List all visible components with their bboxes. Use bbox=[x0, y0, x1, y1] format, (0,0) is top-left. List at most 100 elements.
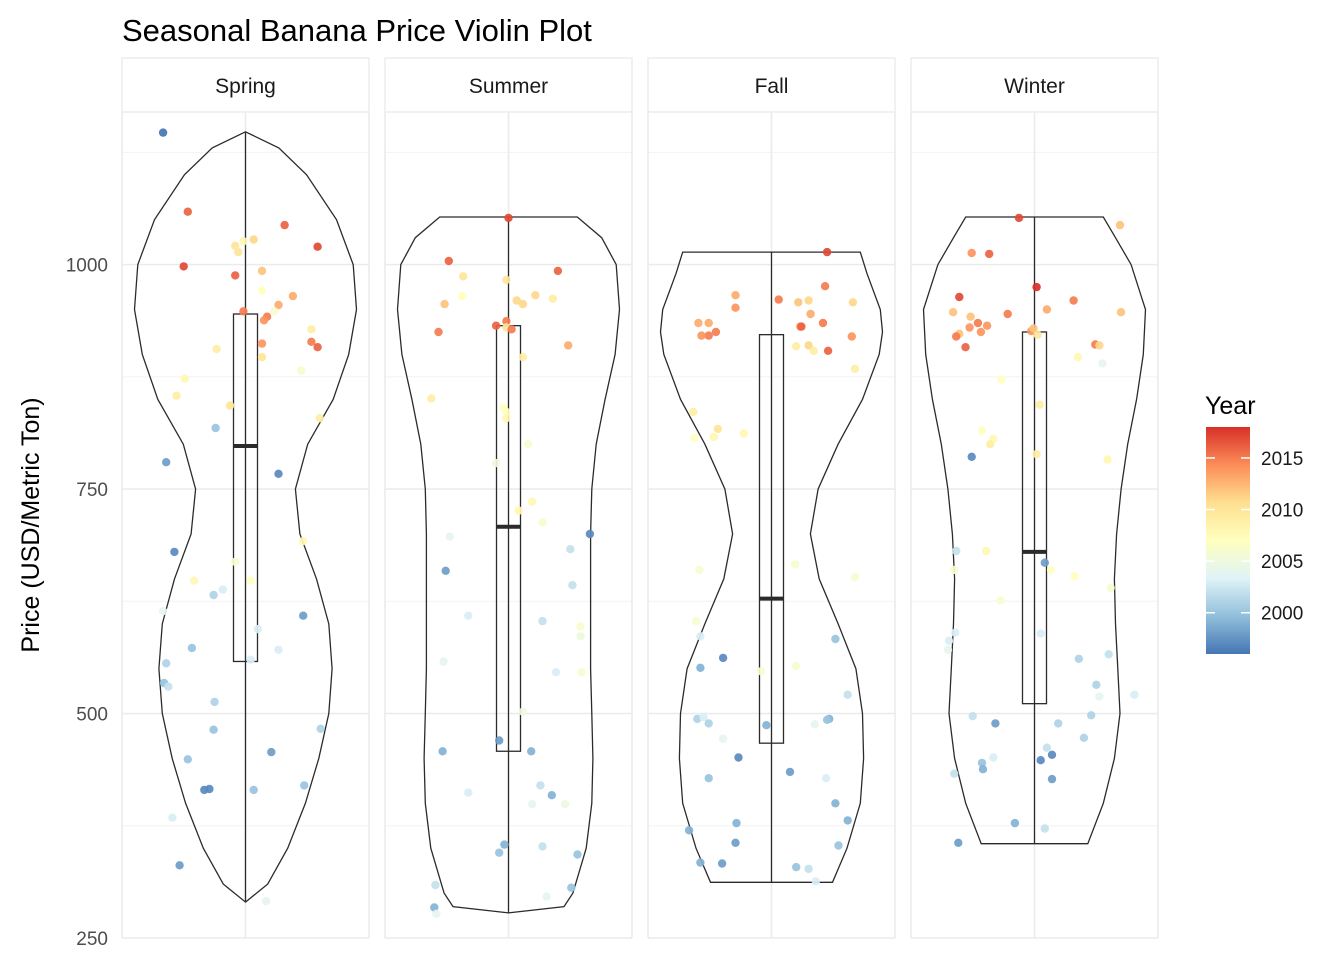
data-point bbox=[997, 375, 1006, 384]
data-point bbox=[1103, 455, 1112, 464]
data-point bbox=[299, 611, 308, 620]
data-point bbox=[211, 423, 220, 433]
legend-tick-label: 2015 bbox=[1261, 449, 1303, 470]
data-point bbox=[792, 862, 801, 872]
data-point bbox=[567, 883, 576, 892]
data-point bbox=[792, 342, 801, 351]
data-point bbox=[444, 256, 453, 266]
data-point bbox=[718, 653, 728, 663]
data-point bbox=[1116, 308, 1126, 317]
data-point bbox=[792, 661, 801, 671]
data-point bbox=[257, 352, 267, 362]
data-point bbox=[684, 826, 694, 835]
facet-strip-label: Winter bbox=[1004, 75, 1065, 98]
legend-title: Year bbox=[1205, 392, 1256, 420]
data-point bbox=[982, 321, 992, 330]
data-point bbox=[950, 565, 959, 575]
data-point bbox=[811, 877, 820, 886]
data-point bbox=[968, 712, 977, 721]
data-point bbox=[985, 249, 994, 259]
data-point bbox=[794, 298, 803, 307]
y-tick-label: 500 bbox=[76, 705, 108, 726]
data-point bbox=[568, 581, 577, 590]
data-point bbox=[528, 497, 537, 506]
color-legend: Year 2000 2005 2010 2015 bbox=[1205, 392, 1303, 654]
data-point bbox=[822, 247, 832, 257]
data-point bbox=[274, 469, 283, 478]
data-point bbox=[1040, 558, 1050, 567]
data-point bbox=[457, 291, 467, 301]
data-point bbox=[739, 429, 748, 438]
data-point bbox=[831, 634, 840, 644]
data-point bbox=[162, 659, 171, 668]
data-point bbox=[952, 332, 961, 341]
legend-tick-label: 2010 bbox=[1261, 501, 1303, 522]
data-point bbox=[1042, 305, 1052, 314]
data-point bbox=[239, 307, 248, 316]
data-point bbox=[573, 850, 582, 859]
data-point bbox=[1069, 296, 1078, 305]
data-point bbox=[989, 753, 998, 762]
data-point bbox=[315, 414, 324, 423]
data-point bbox=[296, 366, 306, 375]
data-point bbox=[948, 308, 958, 317]
data-point bbox=[697, 331, 706, 340]
data-point bbox=[440, 299, 449, 309]
violin-outline bbox=[922, 216, 1147, 845]
data-point bbox=[514, 506, 523, 515]
data-point bbox=[1047, 774, 1057, 784]
y-tick-label: 1000 bbox=[66, 256, 108, 277]
data-point bbox=[257, 339, 267, 348]
data-point bbox=[187, 643, 197, 653]
data-point bbox=[978, 765, 988, 774]
data-point bbox=[158, 128, 168, 137]
data-point bbox=[1079, 733, 1089, 742]
data-point bbox=[1073, 352, 1083, 362]
data-point bbox=[713, 424, 723, 434]
data-point bbox=[1040, 824, 1050, 833]
data-point bbox=[692, 616, 701, 626]
data-point bbox=[576, 632, 585, 641]
data-point bbox=[531, 291, 540, 300]
data-point bbox=[491, 321, 501, 330]
data-point bbox=[820, 282, 830, 291]
data-point bbox=[973, 318, 983, 328]
data-point bbox=[704, 774, 713, 783]
data-point bbox=[536, 781, 545, 790]
data-point bbox=[576, 622, 585, 631]
data-point bbox=[731, 838, 740, 847]
data-point bbox=[1010, 818, 1020, 828]
data-point bbox=[502, 407, 511, 417]
data-point bbox=[843, 690, 852, 699]
data-point bbox=[718, 734, 728, 743]
data-point bbox=[1014, 213, 1024, 223]
data-point bbox=[432, 909, 441, 918]
data-point bbox=[170, 547, 179, 557]
data-point bbox=[209, 590, 218, 600]
data-point bbox=[434, 327, 443, 337]
data-point bbox=[267, 747, 276, 757]
data-point bbox=[491, 458, 501, 468]
data-point bbox=[1070, 572, 1079, 581]
data-point bbox=[189, 576, 199, 585]
data-point bbox=[848, 298, 858, 307]
data-point bbox=[560, 800, 570, 809]
data-point bbox=[804, 341, 813, 350]
data-point bbox=[512, 296, 521, 305]
data-point bbox=[548, 294, 557, 303]
data-point bbox=[507, 325, 516, 334]
data-point bbox=[757, 667, 766, 676]
data-point bbox=[246, 576, 255, 585]
chart-title: Seasonal Banana Price Violin Plot bbox=[122, 13, 592, 48]
data-point bbox=[734, 753, 743, 762]
data-point bbox=[225, 401, 235, 410]
data-point bbox=[695, 565, 704, 575]
data-point bbox=[523, 440, 533, 449]
data-point bbox=[553, 266, 563, 276]
data-point bbox=[696, 858, 705, 867]
data-point bbox=[1036, 756, 1045, 765]
data-point bbox=[212, 344, 221, 354]
data-point bbox=[239, 237, 248, 246]
data-point bbox=[804, 296, 813, 305]
box-iqr bbox=[758, 334, 785, 744]
